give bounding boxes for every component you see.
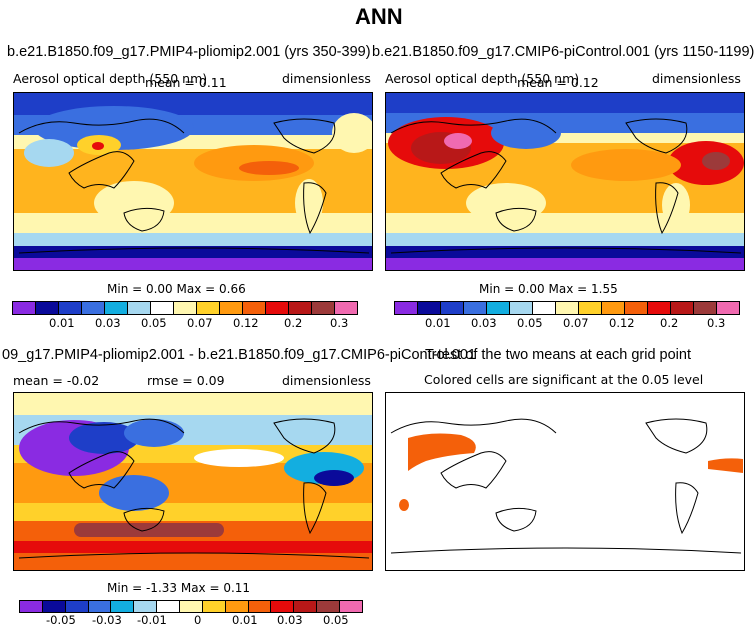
colorbar-swatch-3 [82,302,105,314]
panel2-tick-3: 0.05 [517,316,543,330]
panel2-map [385,92,745,271]
colorbar-swatch-1 [36,302,59,314]
colorbar-swatch-9 [225,601,249,612]
panel1-tick-5: 0.12 [233,316,259,330]
colorbar-swatch-0 [395,302,418,314]
colorbar-swatch-11 [271,601,295,612]
colorbar-swatch-5 [510,302,533,314]
panel3-tick-6: 0.03 [277,613,303,627]
panel4-subtitle: Colored cells are significant at the 0.0… [424,372,704,387]
colorbar-swatch-4 [487,302,510,314]
panel3-tick-4: 0 [194,613,202,627]
panel1-map [13,92,373,271]
colorbar-swatch-13 [694,302,717,314]
panel2-tick-2: 0.03 [471,316,497,330]
panel2-field-name: Aerosol optical depth (550 nm) [385,71,580,86]
panel2-case-title: b.e21.B1850.f09_g17.CMIP6-piControl.001 … [372,44,755,60]
panel1-tick-7: 0.3 [330,316,349,330]
colorbar-swatch-11 [266,302,289,314]
colorbar-swatch-14 [340,601,362,612]
colorbar-swatch-6 [151,302,174,314]
panel3-rmse: rmse = 0.09 [147,373,225,388]
colorbar-swatch-6 [157,601,181,612]
panel1-tick-4: 0.07 [187,316,213,330]
panel1-tick-2: 0.03 [95,316,121,330]
panel3-units: dimensionless [282,373,371,388]
colorbar-swatch-12 [289,302,312,314]
panel3-tick-2: -0.03 [92,613,122,627]
colorbar-swatch-1 [418,302,441,314]
panel3-tick-3: -0.01 [137,613,167,627]
colorbar-swatch-7 [174,302,197,314]
panel1-tick-1: 0.01 [49,316,75,330]
panel3-tick-1: -0.05 [46,613,76,627]
colorbar-swatch-1 [42,601,66,612]
panel1-units: dimensionless [282,71,371,86]
panel2-colorbar [394,301,740,315]
panel4-title: T-test of the two means at each grid poi… [425,347,691,363]
colorbar-swatch-5 [128,302,151,314]
colorbar-swatch-13 [317,601,341,612]
panel3-tick-5: 0.01 [232,613,258,627]
panel1-mean: mean = 0.11 [145,75,227,90]
panel1-tick-6: 0.2 [284,316,303,330]
colorbar-swatch-8 [202,601,226,612]
colorbar-swatch-4 [111,601,135,612]
colorbar-swatch-5 [134,601,158,612]
colorbar-swatch-12 [294,601,318,612]
colorbar-swatch-2 [441,302,464,314]
colorbar-swatch-13 [312,302,335,314]
colorbar-swatch-0 [20,601,43,612]
panel3-case-title: 09_g17.PMIP4-pliomip2.001 - b.e21.B1850.… [2,347,476,363]
colorbar-swatch-6 [533,302,556,314]
panel1-field-name: Aerosol optical depth (550 nm) [13,71,208,86]
colorbar-swatch-4 [105,302,128,314]
colorbar-swatch-14 [717,302,739,314]
colorbar-swatch-9 [602,302,625,314]
panel4-map [385,392,745,571]
panel2-units: dimensionless [652,71,741,86]
colorbar-swatch-10 [248,601,272,612]
panel3-colorbar [19,600,363,613]
panel2-mean: mean = 0.12 [517,75,599,90]
panel2-tick-4: 0.07 [563,316,589,330]
panel1-minmax: Min = 0.00 Max = 0.66 [107,282,246,296]
colorbar-swatch-10 [243,302,266,314]
panel2-tick-6: 0.2 [660,316,679,330]
colorbar-swatch-9 [220,302,243,314]
figure-title: ANN [355,4,403,29]
colorbar-swatch-7 [556,302,579,314]
colorbar-swatch-10 [625,302,648,314]
panel1-tick-3: 0.05 [141,316,167,330]
panel3-tick-7: 0.05 [323,613,349,627]
panel2-tick-1: 0.01 [425,316,451,330]
panel3-map [13,392,373,571]
panel1-colorbar [12,301,358,315]
colorbar-swatch-12 [671,302,694,314]
colorbar-swatch-11 [648,302,671,314]
colorbar-swatch-8 [197,302,220,314]
colorbar-swatch-2 [59,302,82,314]
panel2-tick-7: 0.3 [707,316,726,330]
colorbar-swatch-2 [65,601,89,612]
panel2-minmax: Min = 0.00 Max = 1.55 [479,282,618,296]
colorbar-swatch-14 [335,302,357,314]
colorbar-swatch-8 [579,302,602,314]
panel2-tick-5: 0.12 [609,316,635,330]
colorbar-swatch-3 [464,302,487,314]
panel3-minmax: Min = -1.33 Max = 0.11 [107,581,251,595]
panel3-mean: mean = -0.02 [13,373,100,388]
colorbar-swatch-7 [180,601,203,612]
panel1-case-title: b.e21.B1850.f09_g17.PMIP4-pliomip2.001 (… [7,44,371,60]
colorbar-swatch-0 [13,302,36,314]
colorbar-swatch-3 [88,601,112,612]
